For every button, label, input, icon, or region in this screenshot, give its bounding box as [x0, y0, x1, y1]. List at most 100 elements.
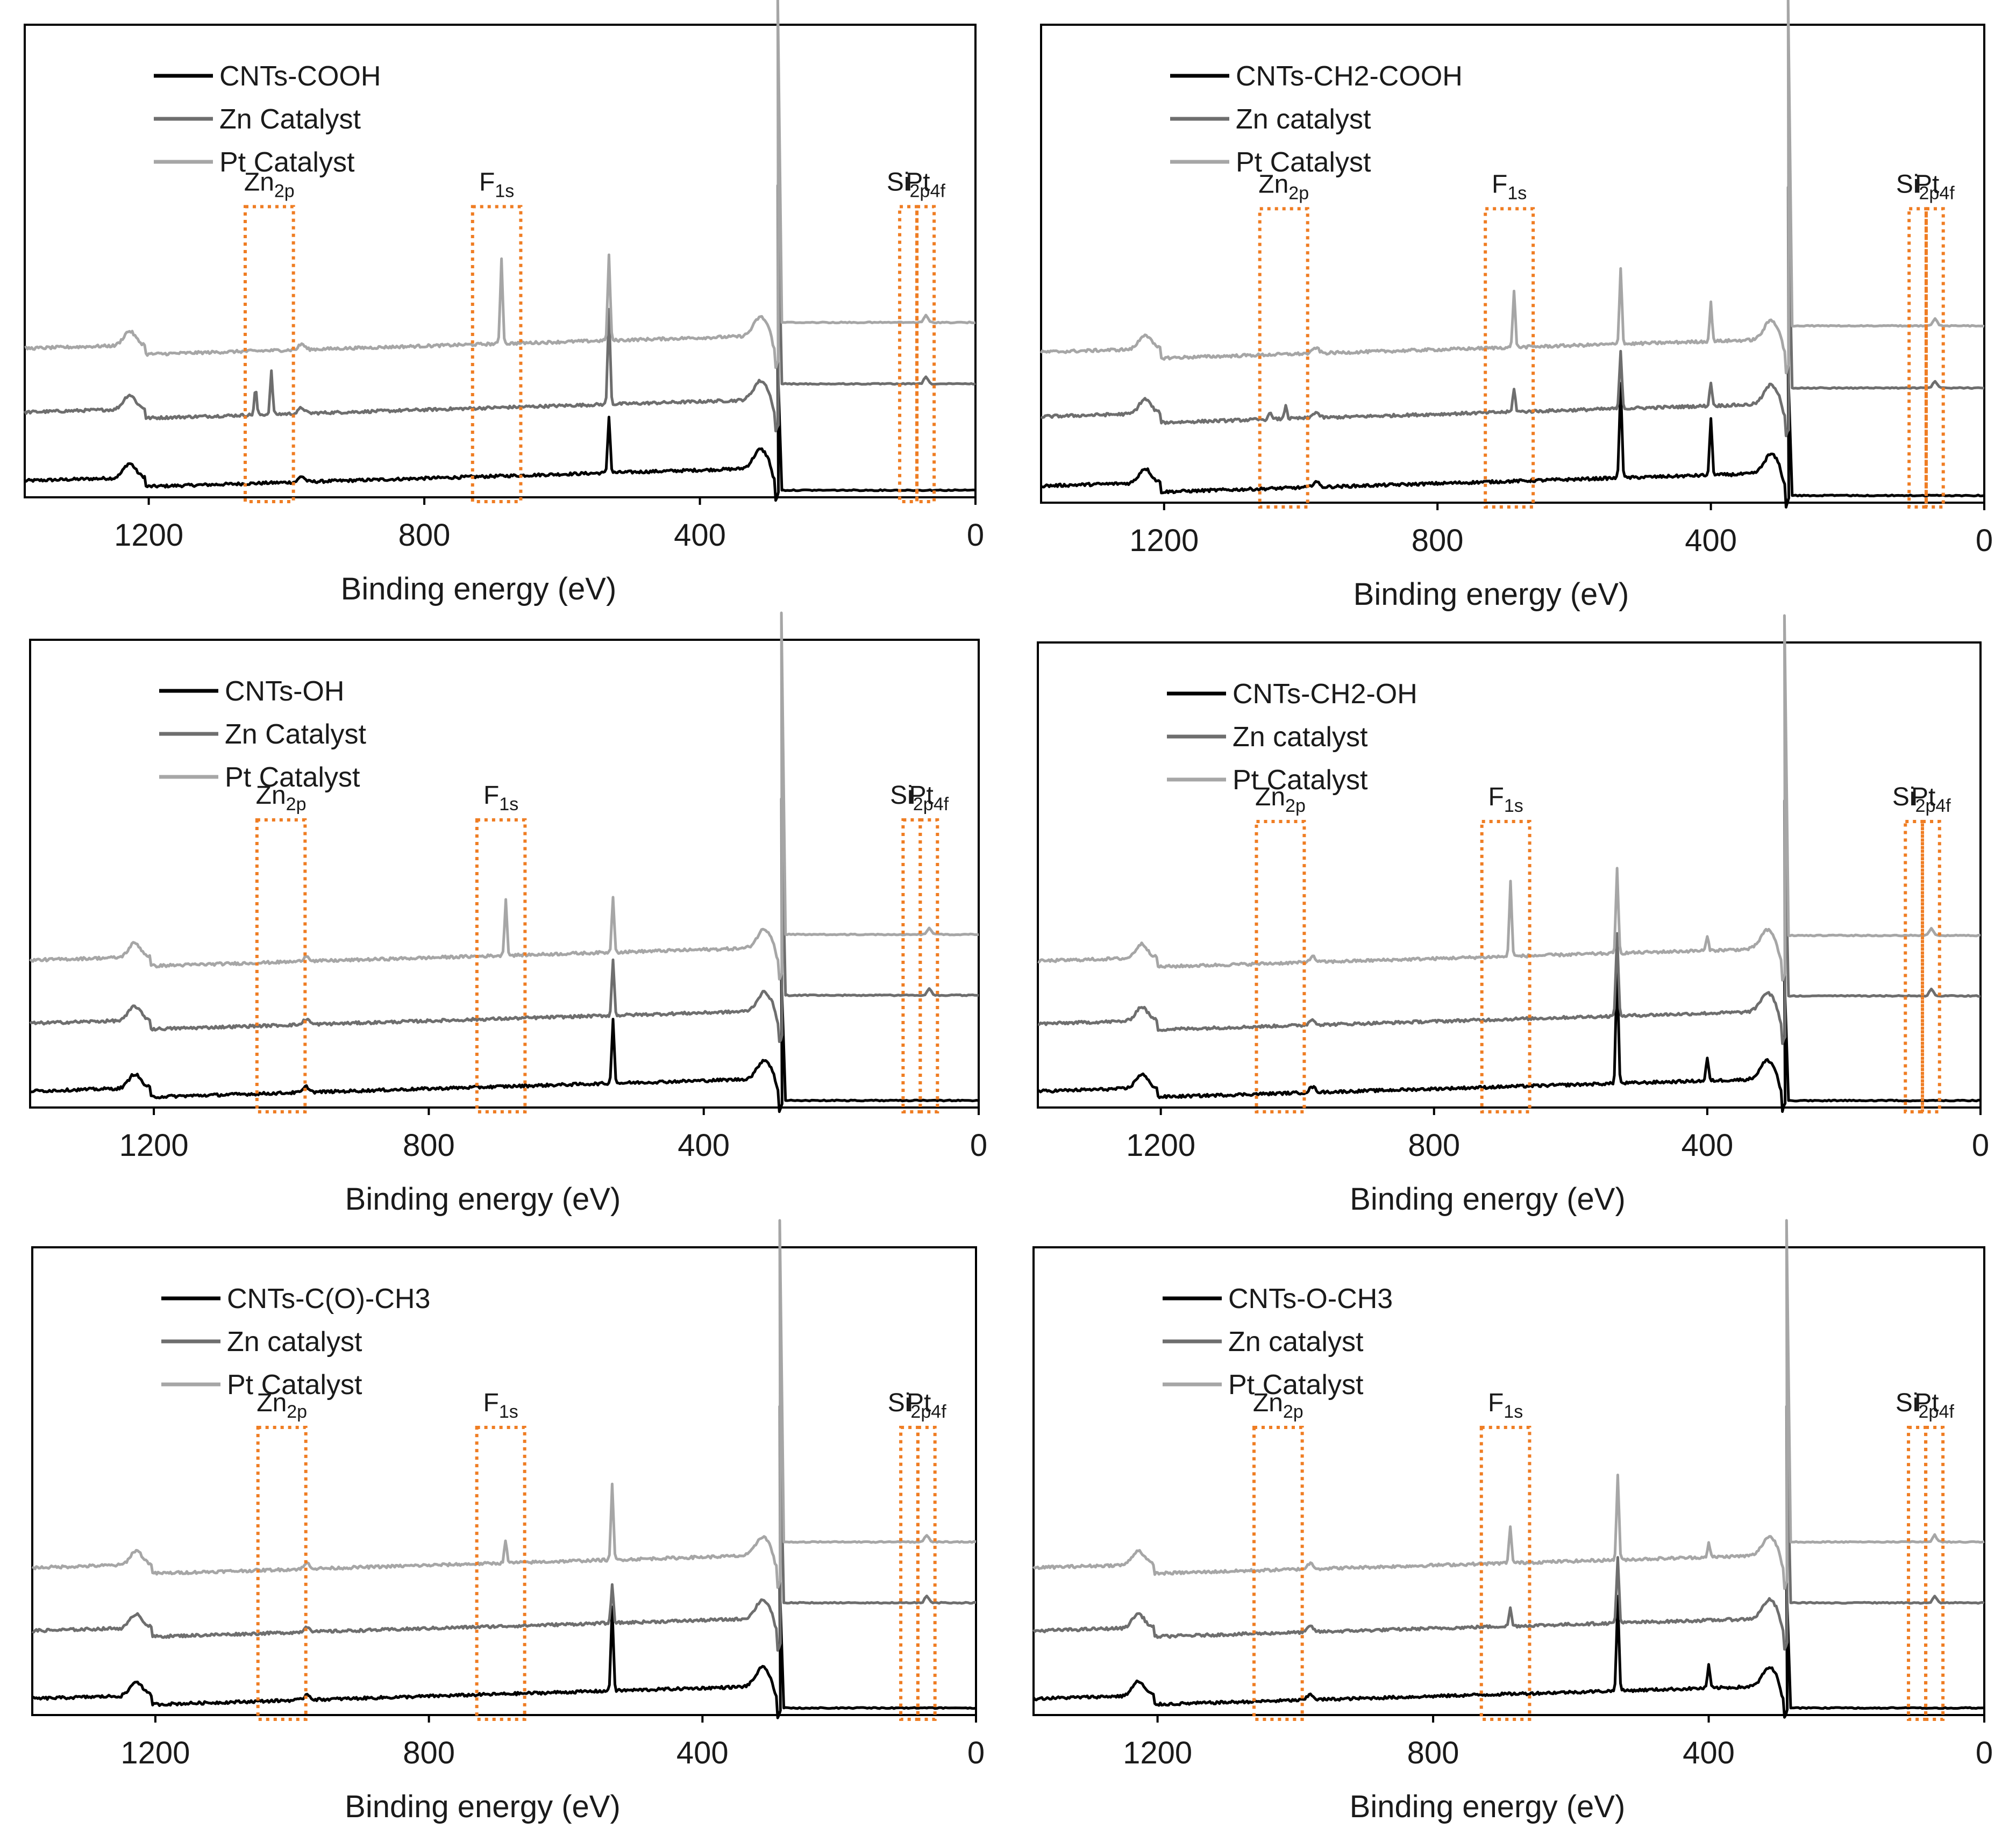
- x-tick-label: 1200: [120, 1735, 190, 1770]
- x-tick-label: 400: [678, 1128, 730, 1163]
- region-box-zn2p: [1252, 1425, 1304, 1721]
- legend-label: Zn catalyst: [1236, 104, 1371, 135]
- x-tick-label: 800: [398, 518, 451, 553]
- region-label: Zn2p: [1253, 1389, 1303, 1422]
- region-label: Si2p: [888, 1389, 931, 1422]
- x-tick-label: 0: [967, 518, 984, 553]
- series-line-pt: [1039, 0, 1985, 375]
- region-label: F1s: [1492, 170, 1527, 203]
- x-tick-label: 400: [1683, 1735, 1735, 1770]
- legend-label: CNTs-CH2-COOH: [1236, 61, 1463, 92]
- region-label: F1s: [1488, 783, 1523, 816]
- series-line-zn: [1041, 185, 1985, 438]
- region-box-f1s: [1480, 820, 1531, 1113]
- region-label: Pt4f: [1911, 783, 1951, 816]
- plot-frame: [29, 639, 980, 1109]
- region-box-si2p: [898, 205, 919, 504]
- x-tick-label: 0: [1976, 523, 1993, 558]
- series-line-pt: [1032, 1219, 1985, 1590]
- region-label: F1s: [483, 781, 518, 815]
- region-box-si2p: [1904, 820, 1925, 1113]
- region-box-zn2p: [255, 818, 307, 1113]
- region-box-zn2p: [1258, 207, 1309, 509]
- legend-label: Zn catalyst: [1228, 1326, 1364, 1358]
- region-box-si2p: [901, 818, 922, 1113]
- region-box-pt4f: [918, 818, 939, 1113]
- region-label: Zn2p: [1258, 170, 1309, 203]
- x-axis-label: Binding energy (eV): [1350, 1789, 1626, 1824]
- region-box-pt4f: [1921, 820, 1941, 1113]
- x-tick-label: 1200: [1123, 1735, 1192, 1770]
- legend-label: Pt Catalyst: [225, 762, 360, 793]
- region-label: Si2p: [890, 781, 934, 815]
- region-label: Zn2p: [1255, 783, 1306, 816]
- series-line-base: [24, 363, 976, 502]
- region-box-pt4f: [1924, 1425, 1945, 1721]
- x-tick-label: 0: [967, 1735, 985, 1770]
- series-line-base: [30, 975, 979, 1113]
- legend-label: Zn Catalyst: [219, 104, 361, 135]
- region-box-zn2p: [256, 1425, 308, 1721]
- x-tick-label: 400: [676, 1735, 729, 1770]
- plot-frame: [31, 1246, 977, 1716]
- region-box-f1s: [475, 1425, 526, 1721]
- region-label: Pt4f: [1915, 170, 1955, 203]
- plot-frame: [1037, 641, 1982, 1109]
- legend-label: CNTs-C(O)-CH3: [227, 1283, 430, 1315]
- series-line-pt: [29, 611, 979, 981]
- region-box-pt4f: [916, 1425, 937, 1721]
- series-line-base: [32, 1582, 977, 1719]
- plot-frame: [1040, 24, 1985, 504]
- series-line-base: [1041, 367, 1985, 509]
- legend-label: Pt Catalyst: [1233, 765, 1368, 796]
- x-tick-label: 800: [403, 1128, 455, 1163]
- x-tick-label: 1200: [1129, 523, 1199, 558]
- series-line-base: [1037, 961, 1981, 1113]
- legend-label: Zn catalyst: [227, 1326, 362, 1358]
- legend-label: Pt Catalyst: [1228, 1369, 1364, 1401]
- x-tick-label: 800: [1407, 1735, 1459, 1770]
- x-tick-label: 1200: [119, 1128, 189, 1163]
- legend-label: Pt Catalyst: [219, 147, 355, 178]
- region-label: Si2p: [1892, 783, 1936, 816]
- x-axis-label: Binding energy (eV): [345, 1789, 621, 1824]
- region-box-zn2p: [243, 205, 295, 504]
- region-label: F1s: [479, 168, 514, 201]
- x-tick-label: 800: [1412, 523, 1464, 558]
- region-label: F1s: [1488, 1389, 1523, 1422]
- region-box-si2p: [1907, 207, 1928, 509]
- region-box-pt4f: [1924, 207, 1945, 509]
- series-line-pt: [31, 1219, 977, 1589]
- region-label: Zn2p: [244, 168, 295, 201]
- region-label: Zn2p: [256, 781, 307, 815]
- region-box-f1s: [471, 205, 523, 504]
- legend-label: CNTs-OH: [225, 676, 344, 707]
- series-line-zn: [1037, 799, 1981, 1045]
- series-line-zn: [23, 184, 976, 433]
- legend-label: Zn catalyst: [1233, 722, 1368, 753]
- x-tick-label: 800: [1408, 1128, 1460, 1163]
- series-line-zn: [29, 797, 979, 1044]
- region-label: F1s: [483, 1389, 518, 1422]
- x-tick-label: 400: [1685, 523, 1737, 558]
- region-label: Zn2p: [257, 1389, 307, 1422]
- region-label: Pt4f: [906, 168, 945, 201]
- region-label: Si2p: [1896, 170, 1940, 203]
- legend-label: CNTs-O-CH3: [1228, 1283, 1393, 1315]
- x-axis-label: Binding energy (eV): [345, 1182, 621, 1217]
- region-label: Pt4f: [909, 781, 949, 815]
- x-tick-label: 800: [403, 1735, 455, 1770]
- region-box-f1s: [475, 818, 527, 1113]
- series-line-zn: [1032, 1405, 1985, 1651]
- x-tick-label: 0: [970, 1128, 987, 1163]
- series-line-pt: [1037, 614, 1981, 982]
- x-tick-label: 400: [674, 518, 726, 553]
- x-tick-label: 1200: [114, 518, 183, 553]
- legend-label: Pt Catalyst: [1236, 147, 1371, 178]
- x-axis-label: Binding energy (eV): [1354, 577, 1629, 612]
